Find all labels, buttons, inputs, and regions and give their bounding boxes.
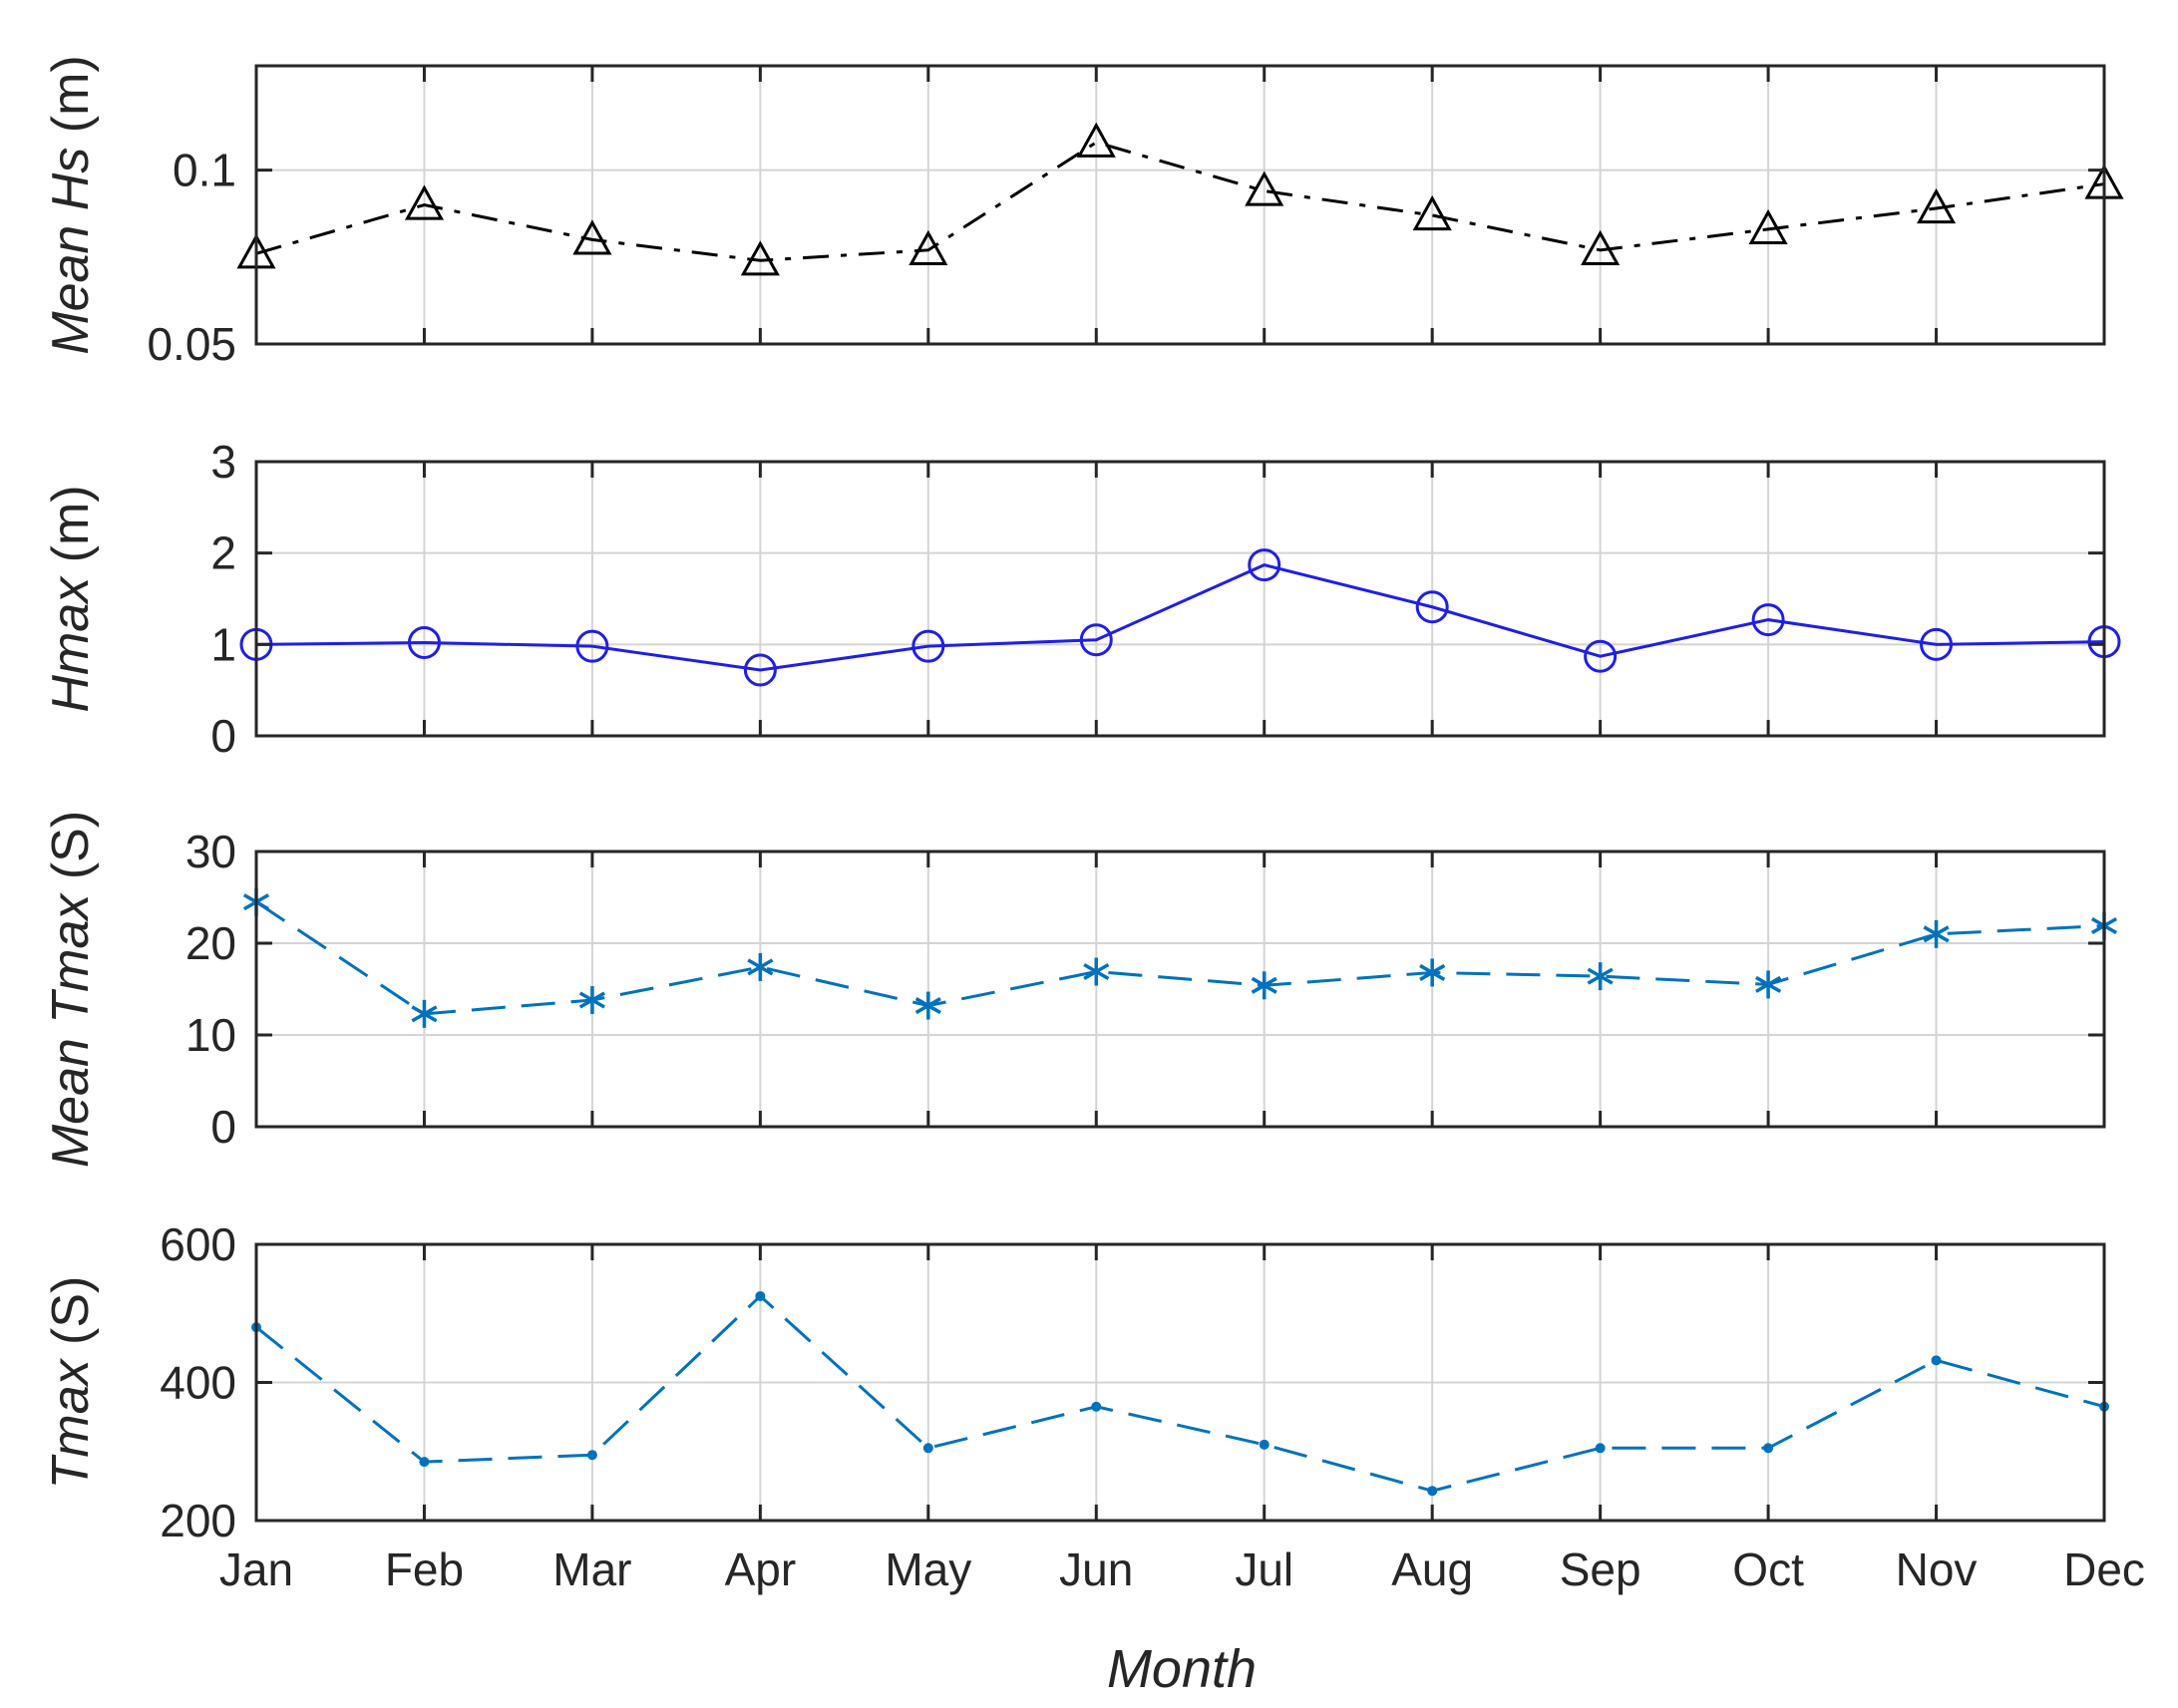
series-line — [255, 141, 2105, 262]
x-tick-label-nov: Nov — [1896, 1543, 1978, 1595]
data-point-mar — [575, 629, 609, 663]
data-point-nov — [1931, 1355, 1942, 1366]
data-point-aug — [1412, 194, 1452, 231]
x-tick-label-may: May — [885, 1543, 971, 1595]
data-point-aug — [1427, 1486, 1438, 1497]
data-point-oct — [1748, 208, 1788, 245]
data-point-jun — [1076, 122, 1116, 158]
data-point-sep — [1581, 229, 1621, 265]
data-point-aug — [1415, 590, 1449, 624]
subplot-1: 0.05 0.1 Mean Hs (m) — [42, 55, 2124, 370]
x-tick-label-aug: Aug — [1391, 1543, 1473, 1595]
y-tick-label: 600 — [160, 1218, 236, 1270]
data-point-apr — [747, 952, 774, 981]
x-tick-label-jul: Jul — [1235, 1543, 1293, 1595]
subplot-2: 0 1 2 3 Hmax (m) — [42, 436, 2121, 762]
data-point-oct — [1755, 970, 1782, 999]
y-axis-label: Tmax (S) — [42, 1276, 100, 1490]
data-point-may — [914, 991, 941, 1020]
x-axis-label: Month — [1107, 1639, 1257, 1699]
data-point-sep — [1595, 1443, 1606, 1454]
data-point-nov — [1916, 187, 1957, 224]
y-tick-label: 20 — [185, 917, 236, 969]
data-point-jul — [1245, 171, 1284, 206]
x-tick-label-mar: Mar — [552, 1543, 631, 1595]
data-point-mar — [572, 219, 612, 255]
data-point-apr — [740, 240, 780, 276]
subplot-4: 200 400 600 Tmax (S) Jan Feb Mar Apr May Jun Jul Au… — [42, 1218, 2145, 1595]
y-axis-label: Hmax (m) — [42, 485, 100, 712]
data-point-may — [908, 229, 948, 265]
data-point-may — [911, 629, 945, 663]
data-point-may — [922, 1443, 933, 1454]
plot-frame — [254, 64, 2106, 346]
data-point-jul — [1259, 1439, 1270, 1450]
y-tick-label: 3 — [210, 436, 236, 488]
data-point-oct — [1751, 603, 1785, 637]
data-point-apr — [755, 1290, 766, 1301]
x-tick-label-feb: Feb — [385, 1543, 464, 1595]
y-tick-label: 30 — [185, 826, 236, 877]
data-point-jun — [1079, 623, 1113, 657]
subplot-3: 0 10 20 30 Mean Tmax (S) — [42, 811, 2118, 1168]
data-point-mar — [578, 986, 605, 1015]
x-tick-label-sep: Sep — [1560, 1543, 1641, 1595]
y-tick-label: 0 — [210, 1101, 236, 1153]
x-tick-label-oct: Oct — [1732, 1543, 1804, 1595]
x-tick-label-jun: Jun — [1059, 1543, 1133, 1595]
y-tick-label: 1 — [210, 618, 236, 670]
data-point-oct — [1763, 1443, 1774, 1454]
data-point-jul — [1251, 971, 1277, 1000]
y-tick-label: 10 — [185, 1009, 236, 1061]
data-point-nov — [1923, 919, 1950, 948]
x-tick-label-jan: Jan — [219, 1543, 293, 1595]
data-point-feb — [404, 184, 445, 220]
data-point-jun — [1083, 957, 1110, 986]
x-tick-label-apr: Apr — [725, 1543, 797, 1595]
plot-frame — [254, 850, 2106, 1129]
data-point-sep — [1584, 639, 1618, 673]
y-tick-label: 0.1 — [173, 145, 236, 196]
data-point-aug — [1419, 958, 1446, 987]
data-point-mar — [586, 1450, 597, 1461]
data-point-feb — [419, 1457, 430, 1468]
data-point-feb — [411, 999, 438, 1028]
series-line — [255, 900, 2105, 1016]
plot-frame — [254, 460, 2106, 738]
data-point-nov — [1920, 627, 1954, 661]
y-axis-label: Mean Hs (m) — [42, 55, 100, 354]
data-point-jul — [1248, 548, 1281, 582]
x-tick-label-dec: Dec — [2063, 1543, 2145, 1595]
data-point-jun — [1091, 1401, 1102, 1412]
data-point-apr — [743, 653, 777, 687]
data-point-feb — [407, 626, 441, 659]
y-tick-label: 400 — [160, 1357, 236, 1409]
y-axis-label: Mean Tmax (S) — [42, 811, 100, 1168]
series-line — [255, 1293, 2105, 1493]
y-tick-label: 2 — [210, 527, 236, 579]
data-point-sep — [1587, 962, 1614, 991]
y-tick-label: 0 — [210, 710, 236, 762]
y-tick-label: 200 — [160, 1495, 236, 1546]
series-line — [255, 563, 2105, 672]
y-tick-label: 0.05 — [147, 318, 236, 370]
